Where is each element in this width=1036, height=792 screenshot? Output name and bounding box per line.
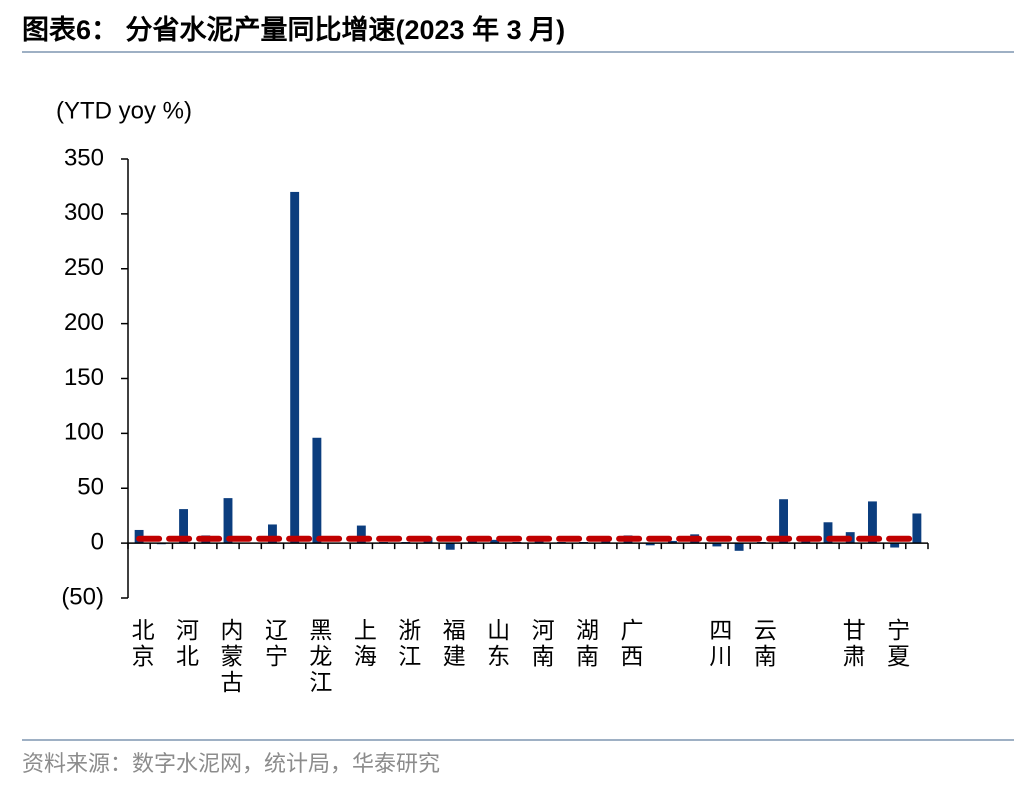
x-tick-label: 内蒙古: [221, 617, 244, 695]
bar: [912, 513, 922, 544]
x-tick-label: 云南: [754, 617, 777, 669]
x-tick-label: 宁夏: [887, 617, 910, 669]
bar: [179, 509, 188, 544]
x-tick-label: 黑龙江: [309, 617, 332, 695]
bar: [312, 437, 322, 544]
bar: [468, 540, 477, 544]
x-tick-label: 北京: [132, 617, 155, 669]
bar: [712, 543, 722, 547]
x-tick-label: 辽宁: [265, 617, 288, 669]
x-tick-label: 河北: [176, 617, 199, 669]
bar: [290, 191, 300, 544]
y-tick-label: 350: [64, 144, 104, 171]
bar: [268, 524, 277, 544]
y-tick-label: 50: [77, 474, 104, 501]
bar: [668, 540, 677, 544]
x-tick-label: 湖南: [576, 617, 599, 669]
y-axis-label: (YTD yoy %): [56, 97, 192, 124]
source-note: 资料来源：数字水泥网，统计局，华泰研究: [22, 751, 440, 776]
bar: [734, 543, 744, 551]
chart-title: 图表6： 分省水泥产量同比增速(2023 年 3 月): [22, 14, 565, 45]
bar: [356, 525, 366, 544]
bar: [645, 543, 655, 546]
x-tick-label: 浙江: [398, 617, 421, 669]
y-tick-label: 150: [64, 364, 104, 391]
x-tick-label: 广西: [621, 617, 644, 669]
x-tick-label: 四川: [709, 617, 732, 669]
bar: [601, 540, 611, 544]
bar: [223, 498, 233, 544]
y-tick-label: 0: [91, 528, 104, 555]
bar: [823, 522, 833, 544]
x-tick-label: 山东: [487, 617, 510, 669]
y-tick-label: 200: [64, 309, 104, 336]
x-tick-label: 上海: [354, 617, 377, 669]
bar: [868, 501, 877, 544]
bar: [801, 540, 811, 544]
bar: [490, 539, 500, 544]
x-tick-label: 福建: [443, 617, 466, 669]
bar: [779, 499, 788, 544]
y-tick-label: 250: [64, 254, 104, 281]
x-tick-label: 甘肃: [843, 617, 866, 669]
y-tick-label: 300: [64, 199, 104, 226]
y-tick-label: (50): [61, 583, 104, 610]
bar: [445, 543, 455, 550]
x-tick-label: 河南: [532, 617, 555, 669]
bar: [890, 543, 900, 548]
y-tick-label: 100: [64, 419, 104, 446]
